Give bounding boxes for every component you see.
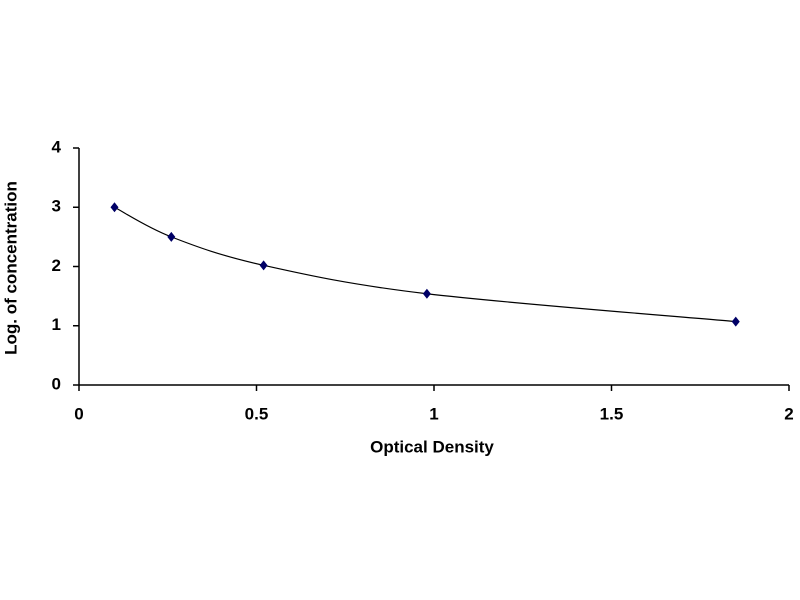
data-point (167, 231, 176, 242)
data-point (259, 260, 268, 271)
data-point (110, 202, 119, 213)
x-tick-label: 0 (74, 404, 83, 423)
x-tick-label: 1 (429, 404, 438, 423)
y-tick-label: 1 (52, 315, 61, 334)
y-tick-label: 4 (52, 137, 62, 156)
x-axis-label: Optical Density (370, 437, 494, 456)
trend-line (114, 206, 736, 323)
x-tick-label: 1.5 (600, 404, 624, 423)
y-tick-label: 2 (52, 256, 61, 275)
x-tick-label: 2 (784, 404, 793, 423)
y-tick-label: 0 (52, 374, 61, 393)
y-axis-label: Log. of concentration (1, 181, 20, 355)
data-point (731, 316, 740, 327)
y-tick-label: 3 (52, 197, 61, 216)
x-tick-label: 0.5 (245, 404, 269, 423)
data-point (422, 288, 431, 299)
